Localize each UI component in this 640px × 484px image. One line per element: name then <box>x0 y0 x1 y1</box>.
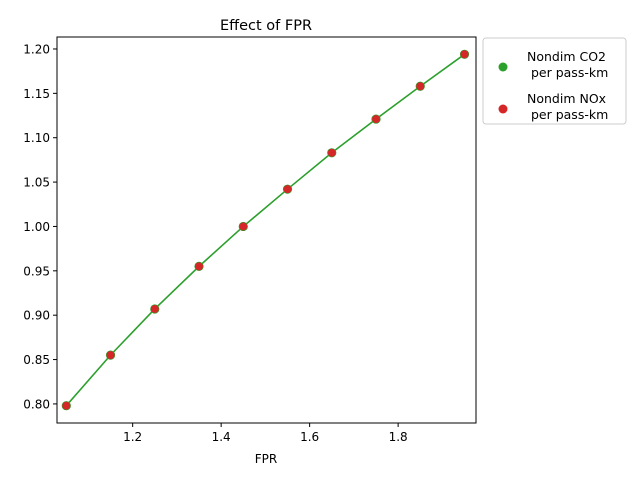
data-point-series-1 <box>416 82 425 91</box>
legend-label: Nondim CO2 per pass-km <box>527 49 608 80</box>
data-point-series-1 <box>106 351 115 360</box>
y-tick-label: 1.10 <box>23 131 50 145</box>
legend-marker <box>498 104 508 114</box>
x-tick-label: 1.8 <box>389 430 408 444</box>
x-axis: 1.2 1.4 1.6 1.8 <box>123 423 408 444</box>
data-point-series-1 <box>195 262 204 271</box>
data-point-series-1 <box>150 304 159 313</box>
series-line-0 <box>65 53 465 407</box>
legend-frame <box>482 37 627 125</box>
y-tick-label: 1.20 <box>23 42 50 56</box>
x-tick-label: 1.2 <box>123 430 142 444</box>
data-point-series-1 <box>239 222 248 231</box>
legend-marker <box>498 62 508 72</box>
y-tick-label: 1.05 <box>23 176 50 190</box>
x-axis-label: FPR <box>255 452 277 466</box>
y-tick-label: 0.80 <box>23 397 50 411</box>
y-tick-label: 0.95 <box>23 264 50 278</box>
y-tick-label: 0.90 <box>23 309 50 323</box>
data-point-series-1 <box>327 148 336 157</box>
data-point-series-1 <box>460 50 469 59</box>
data-point-series-1 <box>62 401 71 410</box>
legend-label: Nondim NOx per pass-km <box>527 91 608 122</box>
data-point-series-1 <box>283 185 292 194</box>
chart-title: Effect of FPR <box>220 18 312 34</box>
y-tick-label: 0.85 <box>23 353 50 367</box>
x-tick-label: 1.6 <box>300 430 319 444</box>
data-point-series-1 <box>372 115 381 124</box>
plot-area <box>61 49 470 411</box>
y-tick-label: 1.00 <box>23 220 50 234</box>
legend: Nondim CO2 per pass-km Nondim NOx per pas… <box>482 37 627 125</box>
axes-frame <box>56 36 477 424</box>
y-tick-label: 1.15 <box>23 87 50 101</box>
x-tick-label: 1.4 <box>212 430 231 444</box>
y-axis: 0.80 0.85 0.90 0.95 1.00 1.05 1.10 1.15 1.20 <box>23 42 57 411</box>
